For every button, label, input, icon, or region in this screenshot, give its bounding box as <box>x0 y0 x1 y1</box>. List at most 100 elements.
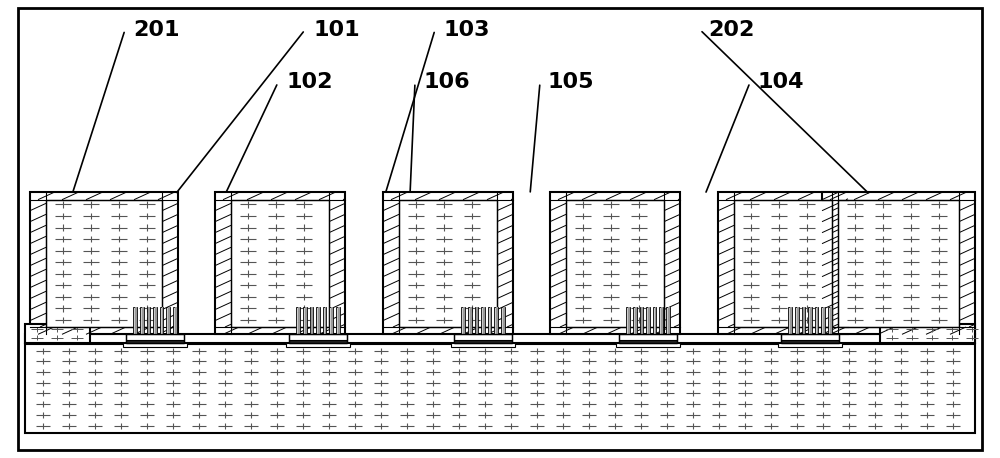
Bar <box>550 192 680 334</box>
Bar <box>830 307 832 334</box>
Bar <box>329 307 333 334</box>
Bar <box>501 307 505 334</box>
Text: 105: 105 <box>548 72 594 93</box>
Bar <box>454 334 512 343</box>
Bar <box>666 307 670 334</box>
Bar <box>619 334 677 340</box>
Bar <box>815 307 818 334</box>
Bar <box>25 344 975 433</box>
Bar <box>640 307 643 334</box>
Bar <box>821 307 825 334</box>
Bar <box>781 334 839 343</box>
Bar <box>790 307 792 334</box>
Bar <box>661 307 663 334</box>
Bar <box>46 200 162 327</box>
Bar <box>626 307 630 334</box>
Bar <box>802 307 805 334</box>
Bar <box>383 192 513 200</box>
Bar <box>310 307 313 334</box>
Text: 202: 202 <box>708 20 754 40</box>
Bar <box>655 307 656 334</box>
Bar <box>778 343 842 347</box>
Bar <box>653 307 656 334</box>
Bar <box>336 307 340 334</box>
Bar <box>331 307 333 334</box>
Bar <box>475 307 478 334</box>
Bar <box>718 192 848 334</box>
Bar <box>175 307 177 334</box>
Bar <box>880 324 975 343</box>
Bar <box>659 307 663 334</box>
Bar <box>166 307 170 334</box>
Bar <box>147 307 150 334</box>
Bar <box>289 334 347 343</box>
Bar <box>668 307 670 334</box>
Bar <box>173 307 177 334</box>
Bar <box>734 200 832 327</box>
Bar <box>628 307 630 334</box>
Bar <box>286 343 350 347</box>
Bar <box>215 192 345 334</box>
Bar <box>383 192 513 334</box>
Bar <box>823 307 825 334</box>
Bar <box>325 307 326 334</box>
Bar <box>461 307 465 334</box>
Bar <box>641 307 643 334</box>
Bar <box>25 334 975 343</box>
Bar <box>619 340 677 343</box>
Bar <box>646 307 650 334</box>
Text: 102: 102 <box>286 72 333 93</box>
Bar <box>463 307 465 334</box>
Bar <box>135 307 137 334</box>
Bar <box>126 340 184 343</box>
Bar <box>468 307 472 334</box>
Bar <box>550 192 680 200</box>
Bar <box>822 192 975 334</box>
Bar <box>619 334 677 343</box>
Bar <box>231 200 329 327</box>
Bar <box>483 307 485 334</box>
Bar <box>781 334 839 340</box>
Bar <box>451 343 515 347</box>
Bar <box>25 324 90 343</box>
Text: 103: 103 <box>443 20 490 40</box>
Bar <box>126 334 184 343</box>
Text: 201: 201 <box>133 20 180 40</box>
Text: 106: 106 <box>423 72 470 93</box>
Bar <box>311 307 313 334</box>
Bar <box>470 307 472 334</box>
Bar <box>454 340 512 343</box>
Bar <box>648 307 650 334</box>
Bar <box>140 307 144 334</box>
Bar <box>454 334 512 340</box>
Bar <box>323 307 326 334</box>
Bar <box>616 343 680 347</box>
Bar <box>633 307 637 334</box>
Bar <box>488 307 491 334</box>
Bar <box>566 200 664 327</box>
Bar <box>160 307 163 334</box>
Bar <box>503 307 505 334</box>
Bar <box>123 343 187 347</box>
Bar <box>817 307 818 334</box>
Bar <box>494 307 498 334</box>
Bar <box>142 307 144 334</box>
Bar <box>822 192 975 200</box>
Bar <box>30 192 178 200</box>
Bar <box>153 307 157 334</box>
Bar <box>399 200 497 327</box>
Bar <box>635 307 637 334</box>
Bar <box>305 307 307 334</box>
Bar <box>788 307 792 334</box>
Bar <box>168 307 170 334</box>
Bar <box>133 307 137 334</box>
Bar <box>496 307 498 334</box>
Bar <box>303 307 307 334</box>
Bar <box>810 307 812 334</box>
Bar <box>803 307 805 334</box>
Bar <box>838 200 959 327</box>
Bar <box>781 340 839 343</box>
Bar <box>162 307 163 334</box>
Bar <box>828 307 832 334</box>
Bar <box>289 334 347 340</box>
